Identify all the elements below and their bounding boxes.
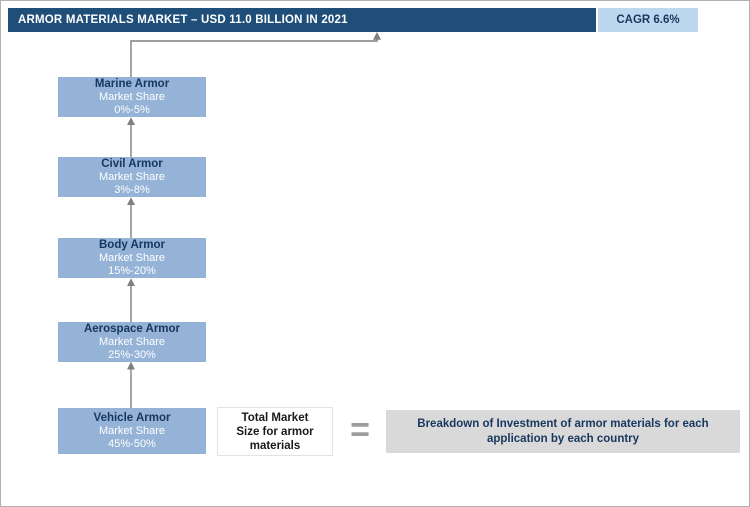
segment-title: Body Armor [98, 238, 166, 251]
segment-share-value: 45%-50% [108, 437, 156, 450]
segment-share-label: Market Share [98, 170, 166, 183]
segment-share-value: 3%-8% [114, 183, 150, 196]
page-title: ARMOR MATERIALS MARKET – USD 11.0 BILLIO… [18, 14, 348, 26]
segment-share-label: Market Share [98, 335, 166, 348]
segment-share-label: Market Share [98, 424, 166, 437]
arrow-marine-to-header [130, 39, 378, 77]
total-market-size-label: Total Market Size for armor materials [217, 407, 333, 456]
cagr-badge: CAGR 6.6% [596, 8, 698, 32]
segment-share-label: Market Share [98, 90, 166, 103]
segment-box-aerospace-armor: Aerospace Armor Market Share 25%-30% [58, 322, 206, 362]
breakdown-note: Breakdown of Investment of armor materia… [386, 410, 740, 453]
segment-box-body-armor: Body Armor Market Share 15%-20% [58, 238, 206, 278]
segment-title: Civil Armor [101, 157, 163, 170]
equals-sign: = [350, 410, 370, 449]
segment-box-marine-armor: Marine Armor Market Share 0%-5% [58, 77, 206, 117]
segment-title: Marine Armor [94, 77, 170, 90]
segment-title: Aerospace Armor [83, 322, 181, 335]
segment-box-civil-armor: Civil Armor Market Share 3%-8% [58, 157, 206, 197]
segment-share-value: 15%-20% [108, 264, 156, 277]
segment-share-value: 25%-30% [108, 348, 156, 361]
segment-title: Vehicle Armor [93, 411, 171, 424]
header-bar: ARMOR MATERIALS MARKET – USD 11.0 BILLIO… [8, 8, 698, 32]
segment-share-value: 0%-5% [114, 103, 150, 116]
segment-box-vehicle-armor: Vehicle Armor Market Share 45%-50% [58, 408, 206, 454]
segment-share-label: Market Share [98, 251, 166, 264]
